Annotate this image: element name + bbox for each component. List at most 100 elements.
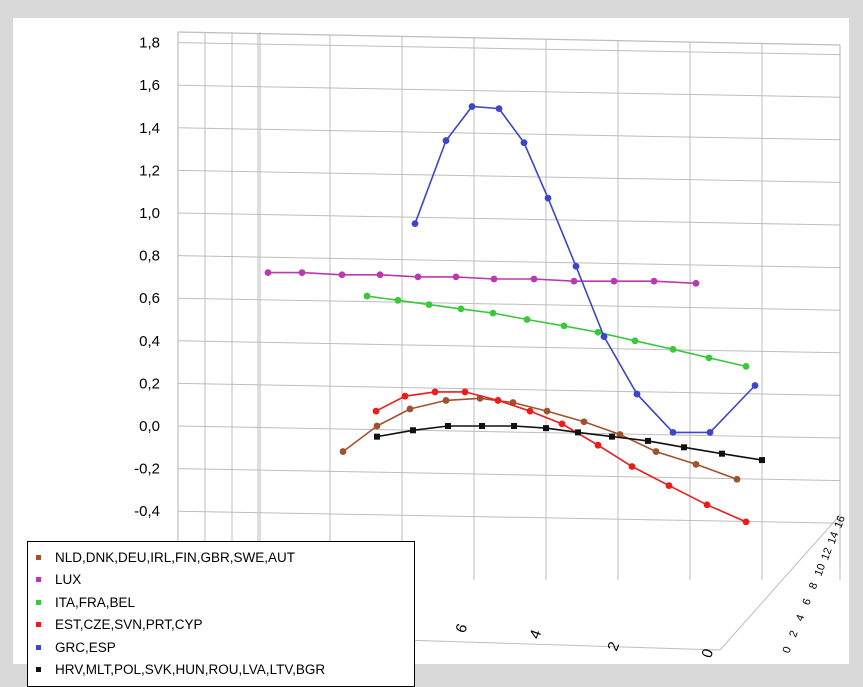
series-line: [268, 271, 697, 285]
y-tick-label: 0,8: [139, 248, 160, 265]
legend-item: EST,CZE,SVN,PRT,CYP: [36, 614, 414, 637]
data-point: [609, 433, 615, 440]
data-point: [628, 463, 636, 470]
data-point: [495, 105, 503, 113]
data-point: [425, 301, 433, 308]
data-point: [558, 420, 566, 428]
frame-top-edge: [177, 31, 841, 46]
y-tick-label: 0,0: [139, 418, 160, 435]
depth-tick-right: 2: [787, 629, 800, 639]
y-tick-label: 1,2: [139, 162, 160, 179]
grid-line-horizontal: [177, 340, 841, 354]
series-line: [375, 391, 747, 523]
data-point: [411, 220, 419, 228]
data-point: [742, 518, 750, 526]
data-point: [530, 275, 538, 283]
series-line: [366, 295, 747, 368]
legend-swatch: [36, 554, 41, 560]
data-point: [669, 428, 677, 436]
data-point: [298, 269, 306, 277]
data-point: [580, 418, 588, 426]
depth-tick-right: 0: [781, 645, 794, 655]
data-point: [338, 271, 346, 279]
legend-item: HRV,MLT,POL,SVK,HUN,ROU,LVA,LTV,BGR: [36, 659, 414, 682]
data-point: [489, 309, 497, 317]
grid-line-horizontal: [177, 468, 841, 482]
legend-label: EST,CZE,SVN,PRT,CYP: [55, 617, 203, 633]
data-point: [703, 501, 711, 509]
data-point: [442, 137, 450, 144]
legend-label: GRC,ESP: [55, 639, 116, 655]
depth-tick-front: 2: [604, 640, 623, 654]
legend: NLD,DNK,DEU,IRL,FIN,GBR,SWE,AUT LUX ITA,FR…: [27, 541, 415, 687]
data-point: [431, 388, 439, 396]
grid-line-horizontal: [177, 255, 841, 269]
data-point: [560, 322, 568, 330]
data-point: [681, 444, 687, 451]
data-point: [575, 429, 581, 436]
data-point: [526, 407, 534, 415]
data-point: [442, 397, 450, 404]
depth-tick-right: 6: [800, 597, 813, 607]
legend-swatch: [36, 599, 41, 605]
data-point: [363, 292, 371, 300]
grid-line-horizontal: [177, 42, 841, 56]
depth-tick-front: 0: [698, 647, 717, 661]
data-point: [339, 448, 347, 455]
data-point: [759, 457, 765, 464]
y-tick-label: 1,0: [139, 205, 160, 222]
legend-swatch: [36, 577, 41, 583]
data-point: [570, 277, 578, 285]
data-point: [264, 269, 272, 277]
legend-item: LUX: [36, 569, 414, 592]
depth-tick-right: 10: [813, 562, 828, 578]
data-point: [543, 425, 549, 432]
chart-frame: 1,8 1,6 1,4 1,2 1,0 0,8 0,6 0,4 0,2 0,0 -0,2 -0,4 8 6…: [13, 18, 849, 687]
depth-tick-right: 12: [819, 546, 834, 562]
grid-line-horizontal: [177, 510, 841, 524]
grid-line-horizontal: [177, 297, 841, 311]
legend-item: NLD,DNK,DEU,IRL,FIN,GBR,SWE,AUT: [36, 546, 414, 569]
floor-right-edge: [719, 514, 841, 651]
y-tick-label: 0,4: [139, 333, 160, 350]
y-tick-label: -0,2: [134, 461, 160, 478]
chart-3d-plot: 1,8 1,6 1,4 1,2 1,0 0,8 0,6 0,4 0,2 0,0 -0,2 -0,4 8 6…: [134, 31, 848, 661]
data-point: [543, 407, 551, 415]
data-point: [633, 390, 641, 398]
data-point: [523, 316, 531, 323]
data-point: [705, 354, 713, 362]
data-point: [490, 275, 498, 283]
data-point: [645, 437, 651, 444]
grid-line-horizontal: [177, 212, 841, 226]
data-point: [733, 475, 741, 483]
data-point: [616, 431, 624, 438]
data-point: [394, 296, 402, 304]
data-point: [461, 388, 469, 396]
data-point: [751, 382, 759, 389]
data-point: [372, 407, 380, 415]
data-point: [373, 422, 381, 430]
legend-item: GRC,ESP: [36, 636, 414, 659]
data-point: [401, 392, 409, 400]
y-tick-label: 1,4: [139, 120, 160, 137]
legend-label: NLD,DNK,DEU,IRL,FIN,GBR,SWE,AUT: [55, 549, 296, 565]
legend-swatch: [36, 622, 41, 628]
data-point: [692, 279, 700, 287]
data-point: [631, 337, 639, 345]
data-point: [594, 441, 602, 449]
data-point: [610, 277, 618, 285]
data-point: [692, 460, 700, 468]
series-line: [414, 105, 756, 434]
data-point: [719, 450, 725, 457]
data-point: [742, 362, 750, 370]
data-point: [452, 273, 460, 281]
legend-label: LUX: [55, 572, 82, 588]
series-line: [342, 397, 738, 481]
data-point: [479, 423, 485, 429]
depth-tick-front: 4: [526, 628, 545, 642]
depth-tick-right: 16: [832, 514, 847, 530]
data-point: [650, 277, 658, 285]
data-point: [511, 423, 517, 429]
data-point: [669, 345, 677, 353]
data-point: [406, 405, 414, 413]
